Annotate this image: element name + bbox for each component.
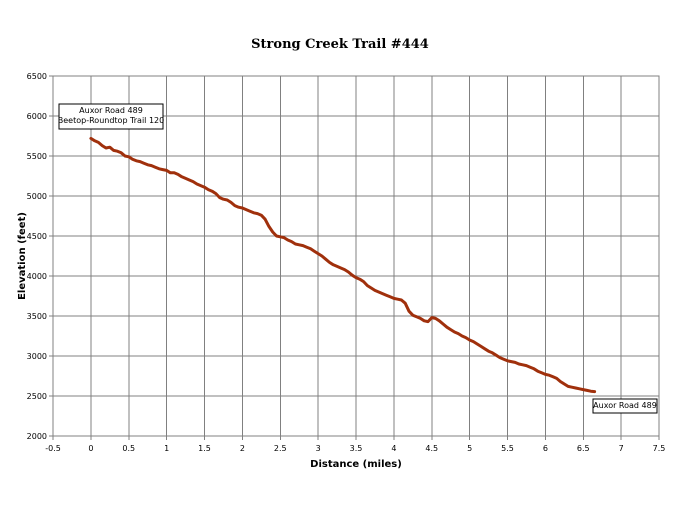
y-tick-label: 6000 [27,112,47,121]
x-tick-label: 3.5 [350,444,363,453]
grid-layer [52,75,660,437]
elevation-profile-line [89,136,597,394]
x-tick-label: 7.5 [653,444,666,453]
annotation-box [592,398,658,414]
x-tick-label: 6.5 [577,444,590,453]
annotation-label: Beetop-Roundtop Trail 120 [58,116,164,125]
annotation-label: Auxor Road 489 [79,106,143,115]
x-tick-label: 0 [88,444,93,453]
x-tick-label: 5 [467,444,472,453]
x-tick-label: 7 [619,444,624,453]
y-tick-label: 4500 [27,232,47,241]
annotation-box [58,103,164,130]
y-tick-label: 2500 [27,392,47,401]
y-tick-label: 4000 [27,272,47,281]
annotation-label: Auxor Road 489 [593,401,657,410]
chart-title: Strong Creek Trail #444 [251,37,429,52]
x-tick-label: 5.5 [501,444,514,453]
x-tick-label: 4.5 [425,444,438,453]
y-tick-label: 3500 [27,312,47,321]
tick-layer: -0.5 0 0.5 1 1.5 2 2.5 3 3.5 4 4.5 5 5.5 6 6.5 7 7.5 2000… [27,72,666,453]
x-tick-label: 6 [543,444,548,453]
y-tick-label: 2000 [27,432,47,441]
y-axis-title: Elevation (feet) [17,212,28,300]
x-tick-label: 2.5 [274,444,287,453]
y-tick-label: 5000 [27,192,47,201]
x-tick-label: 0.5 [122,444,135,453]
x-tick-label: 2 [240,444,245,453]
endpoint-annotation: Auxor Road 489 [592,398,658,414]
series-layer [89,136,597,394]
y-tick-label: 3000 [27,352,47,361]
x-axis-title: Distance (miles) [310,459,402,470]
x-tick-label: 1.5 [198,444,211,453]
x-tick-label: 3 [316,444,321,453]
x-tick-label: 4 [391,444,396,453]
x-tick-label: -0.5 [45,444,61,453]
y-tick-label: 6500 [27,72,47,81]
x-tick-label: 1 [164,444,169,453]
y-tick-label: 5500 [27,152,47,161]
